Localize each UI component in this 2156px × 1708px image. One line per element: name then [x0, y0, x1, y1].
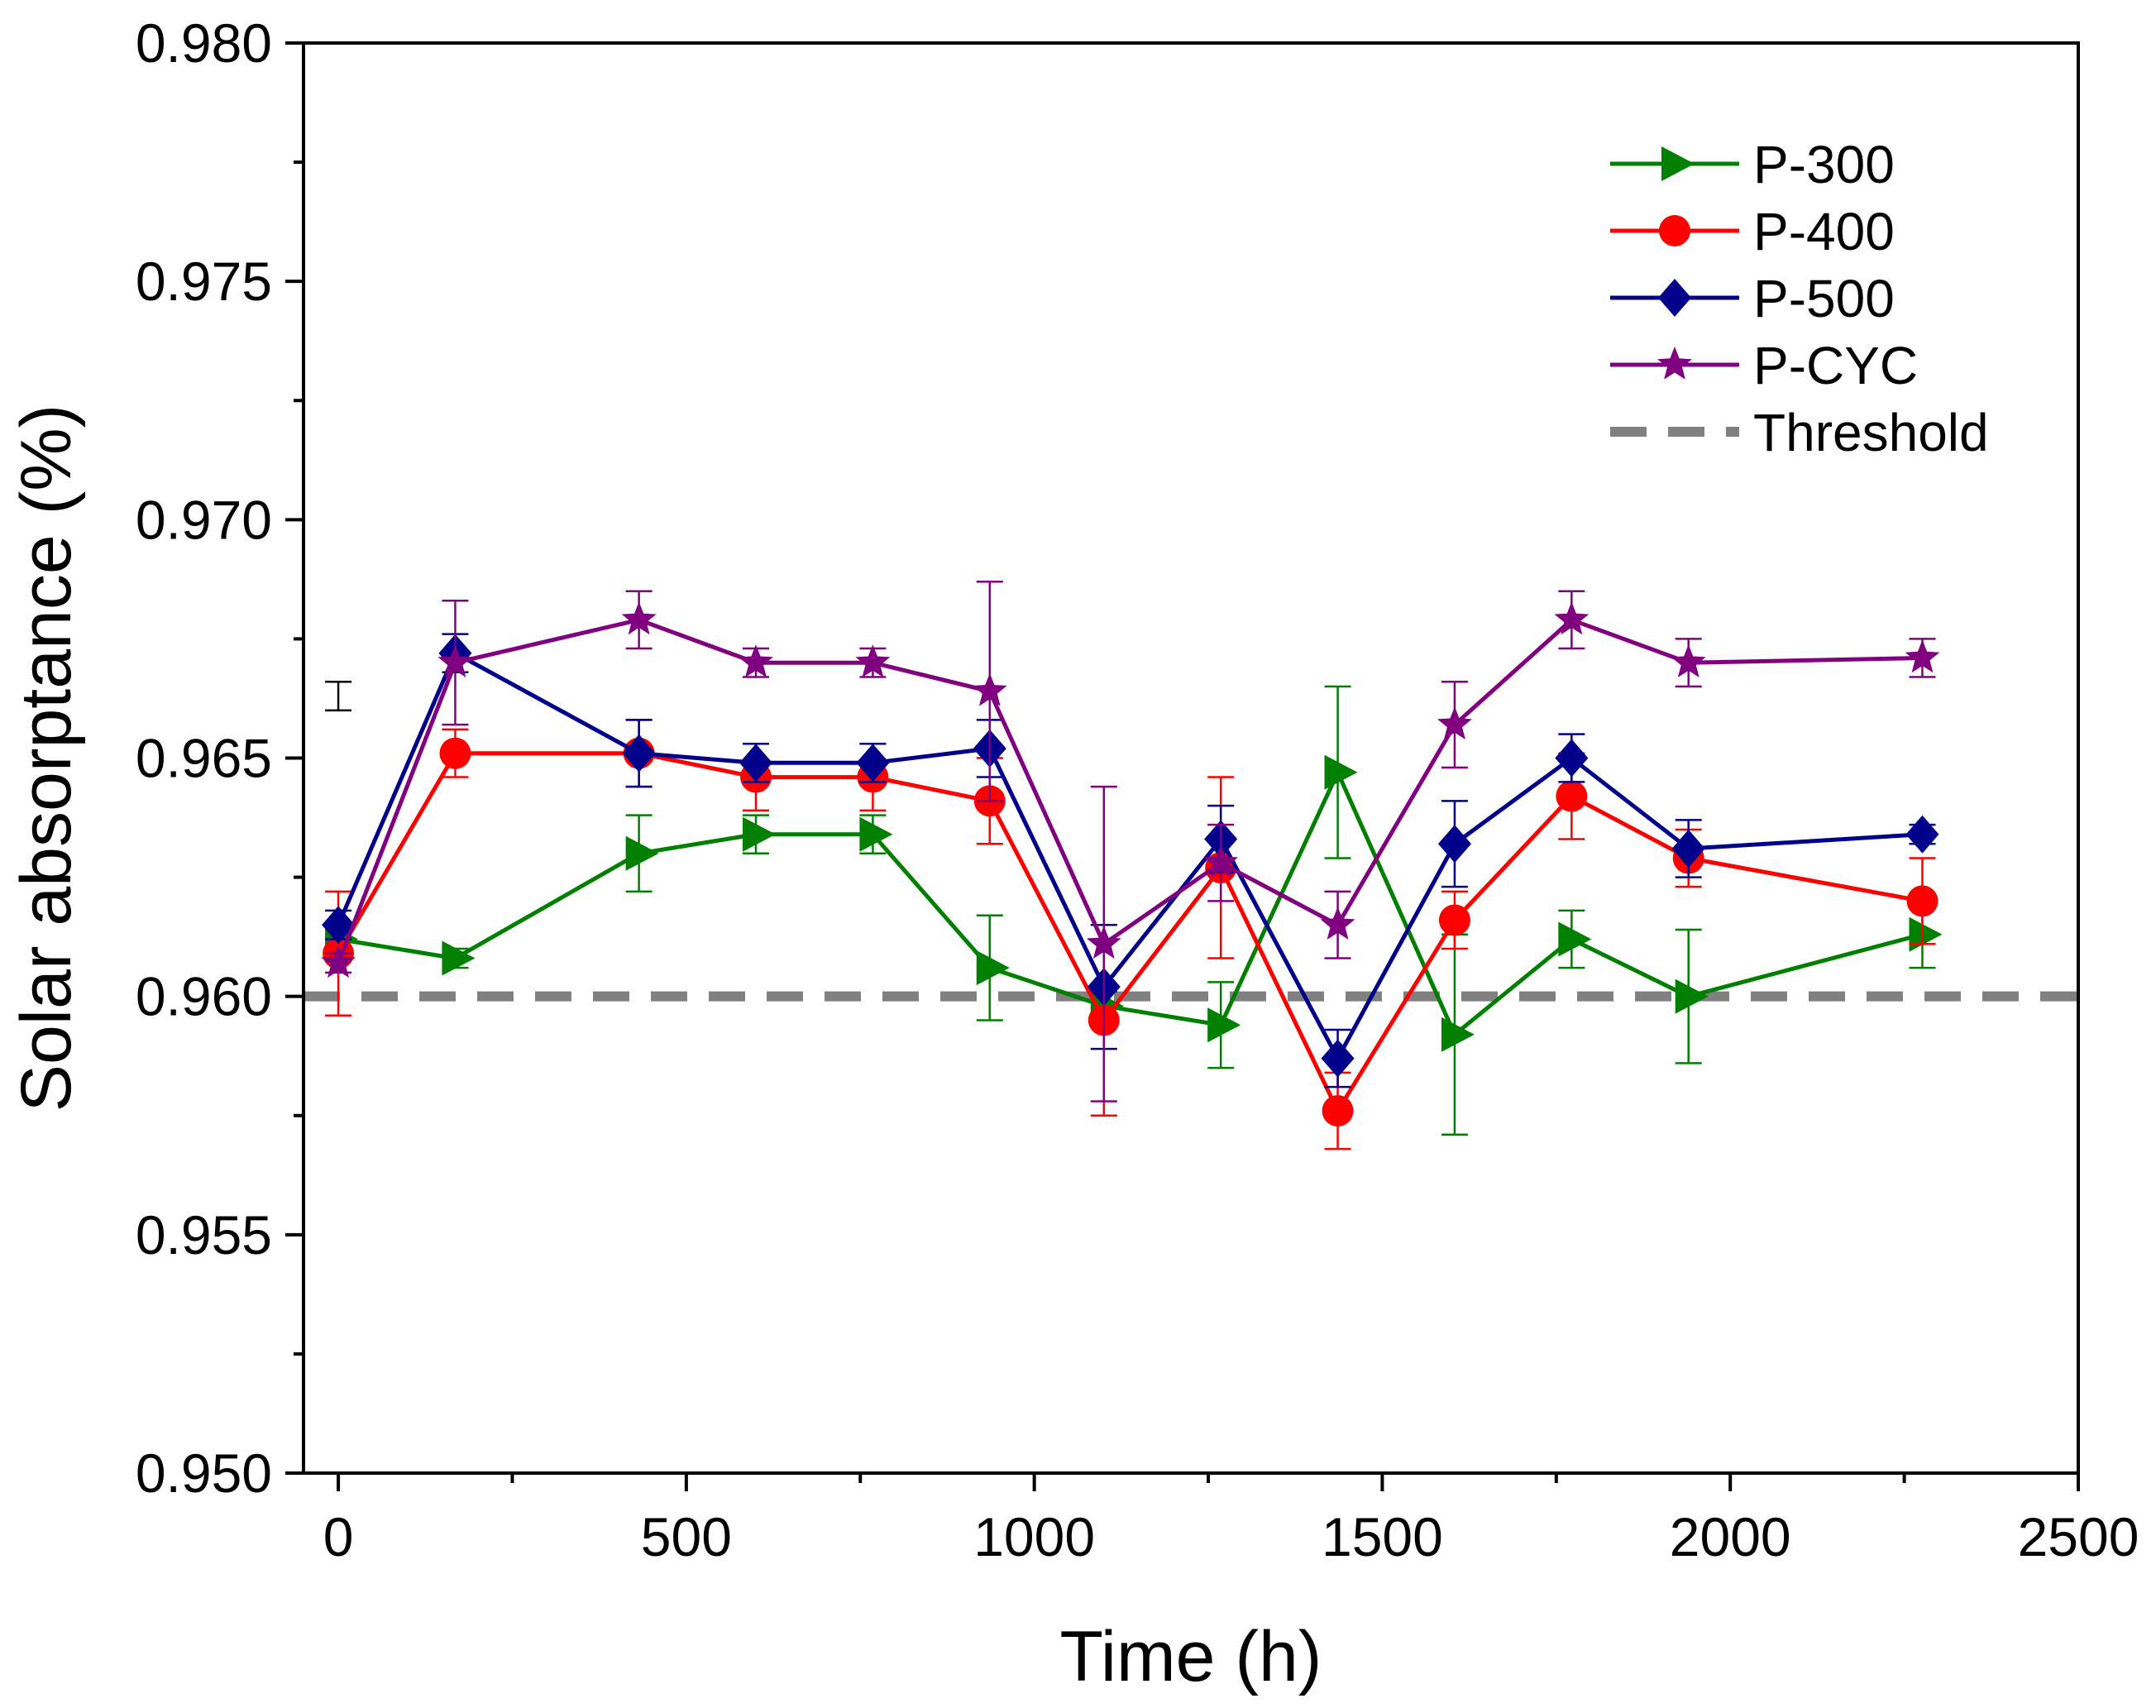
data-point-triangle [743, 816, 777, 852]
data-point-diamond [1555, 739, 1589, 777]
x-tick-label: 1000 [973, 1506, 1095, 1567]
data-point-diamond [1905, 815, 1939, 854]
data-point-star [437, 644, 473, 677]
plot-layer [304, 581, 2078, 1151]
series-p-400 [323, 719, 1938, 1151]
x-tick-label: 0 [323, 1506, 354, 1567]
data-point-triangle [1675, 978, 1709, 1014]
data-point-triangle [1558, 921, 1592, 957]
data-point-diamond [1658, 279, 1691, 317]
data-point-diamond [1437, 825, 1471, 864]
y-axis: 0.950 0.955 0.960 0.965 0.970 0.975 0.980 [136, 12, 304, 1504]
data-point-star [1086, 926, 1121, 959]
data-point-star [621, 601, 657, 635]
y-tick-label: 0.980 [136, 12, 272, 74]
x-tick-label: 2500 [2018, 1506, 2139, 1567]
data-point-diamond [739, 744, 773, 782]
legend-item-p-500: P-500 [1610, 269, 1895, 328]
data-point-star [321, 945, 356, 978]
data-point-triangle [1661, 146, 1695, 181]
legend-item-p-400: P-400 [1610, 202, 1895, 261]
data-point-star [1437, 706, 1472, 739]
legend: P-300 P-400 P-500 P-CYC Threshold [1610, 135, 1989, 462]
legend-label: P-500 [1753, 269, 1895, 328]
data-point-triangle [1441, 1017, 1475, 1052]
y-tick-label: 0.960 [136, 966, 272, 1027]
data-point-triangle [625, 835, 659, 871]
y-tick-label: 0.950 [136, 1442, 272, 1504]
y-tick-label: 0.965 [136, 728, 272, 789]
legend-label: Threshold [1753, 403, 1989, 462]
data-point-star [1554, 601, 1590, 635]
data-point-circle [1659, 215, 1690, 246]
legend-label: P-400 [1753, 202, 1895, 261]
data-point-circle [1906, 885, 1938, 917]
data-point-triangle [1909, 916, 1943, 952]
data-point-circle [1322, 1094, 1354, 1127]
data-point-diamond [1321, 1039, 1355, 1078]
legend-label: P-300 [1753, 135, 1895, 194]
data-point-star [1203, 844, 1239, 878]
x-axis: 0 500 1000 1500 2000 2500 [323, 1473, 2139, 1567]
data-point-diamond [622, 734, 656, 773]
x-axis-title: Time (h) [1060, 1617, 1322, 1696]
data-point-star [972, 672, 1007, 706]
data-point-star [1320, 907, 1355, 940]
data-point-star [1657, 347, 1692, 380]
legend-item-threshold: Threshold [1610, 403, 1989, 462]
data-point-circle [1438, 904, 1470, 936]
y-axis-title: Solar absorptance (%) [7, 404, 86, 1112]
data-point-circle [1556, 780, 1588, 812]
data-point-triangle [1207, 1007, 1241, 1043]
series-line [336, 751, 1923, 1113]
legend-label: P-CYC [1753, 336, 1918, 395]
x-tick-label: 500 [641, 1506, 732, 1567]
data-point-diamond [1671, 830, 1705, 868]
data-point-star [1671, 644, 1706, 677]
data-point-triangle [442, 940, 476, 976]
legend-item-p-cyc: P-CYC [1610, 336, 1918, 395]
series-p-300 [325, 685, 1943, 1136]
x-tick-label: 2000 [1670, 1506, 1791, 1567]
data-point-circle [439, 737, 471, 769]
data-point-diamond [856, 744, 890, 782]
y-tick-label: 0.955 [136, 1204, 272, 1265]
data-point-triangle [859, 816, 893, 852]
series-p-cyc [321, 581, 1940, 1103]
data-point-star [1905, 639, 1940, 673]
y-tick-label: 0.970 [136, 489, 272, 550]
y-tick-label: 0.975 [136, 251, 272, 312]
data-point-star [855, 644, 891, 677]
x-tick-label: 1500 [1322, 1506, 1443, 1567]
data-point-triangle [976, 950, 1010, 986]
legend-item-p-300: P-300 [1610, 135, 1895, 194]
data-point-diamond [322, 906, 356, 945]
data-point-star [739, 644, 773, 677]
data-point-triangle [1324, 754, 1358, 790]
